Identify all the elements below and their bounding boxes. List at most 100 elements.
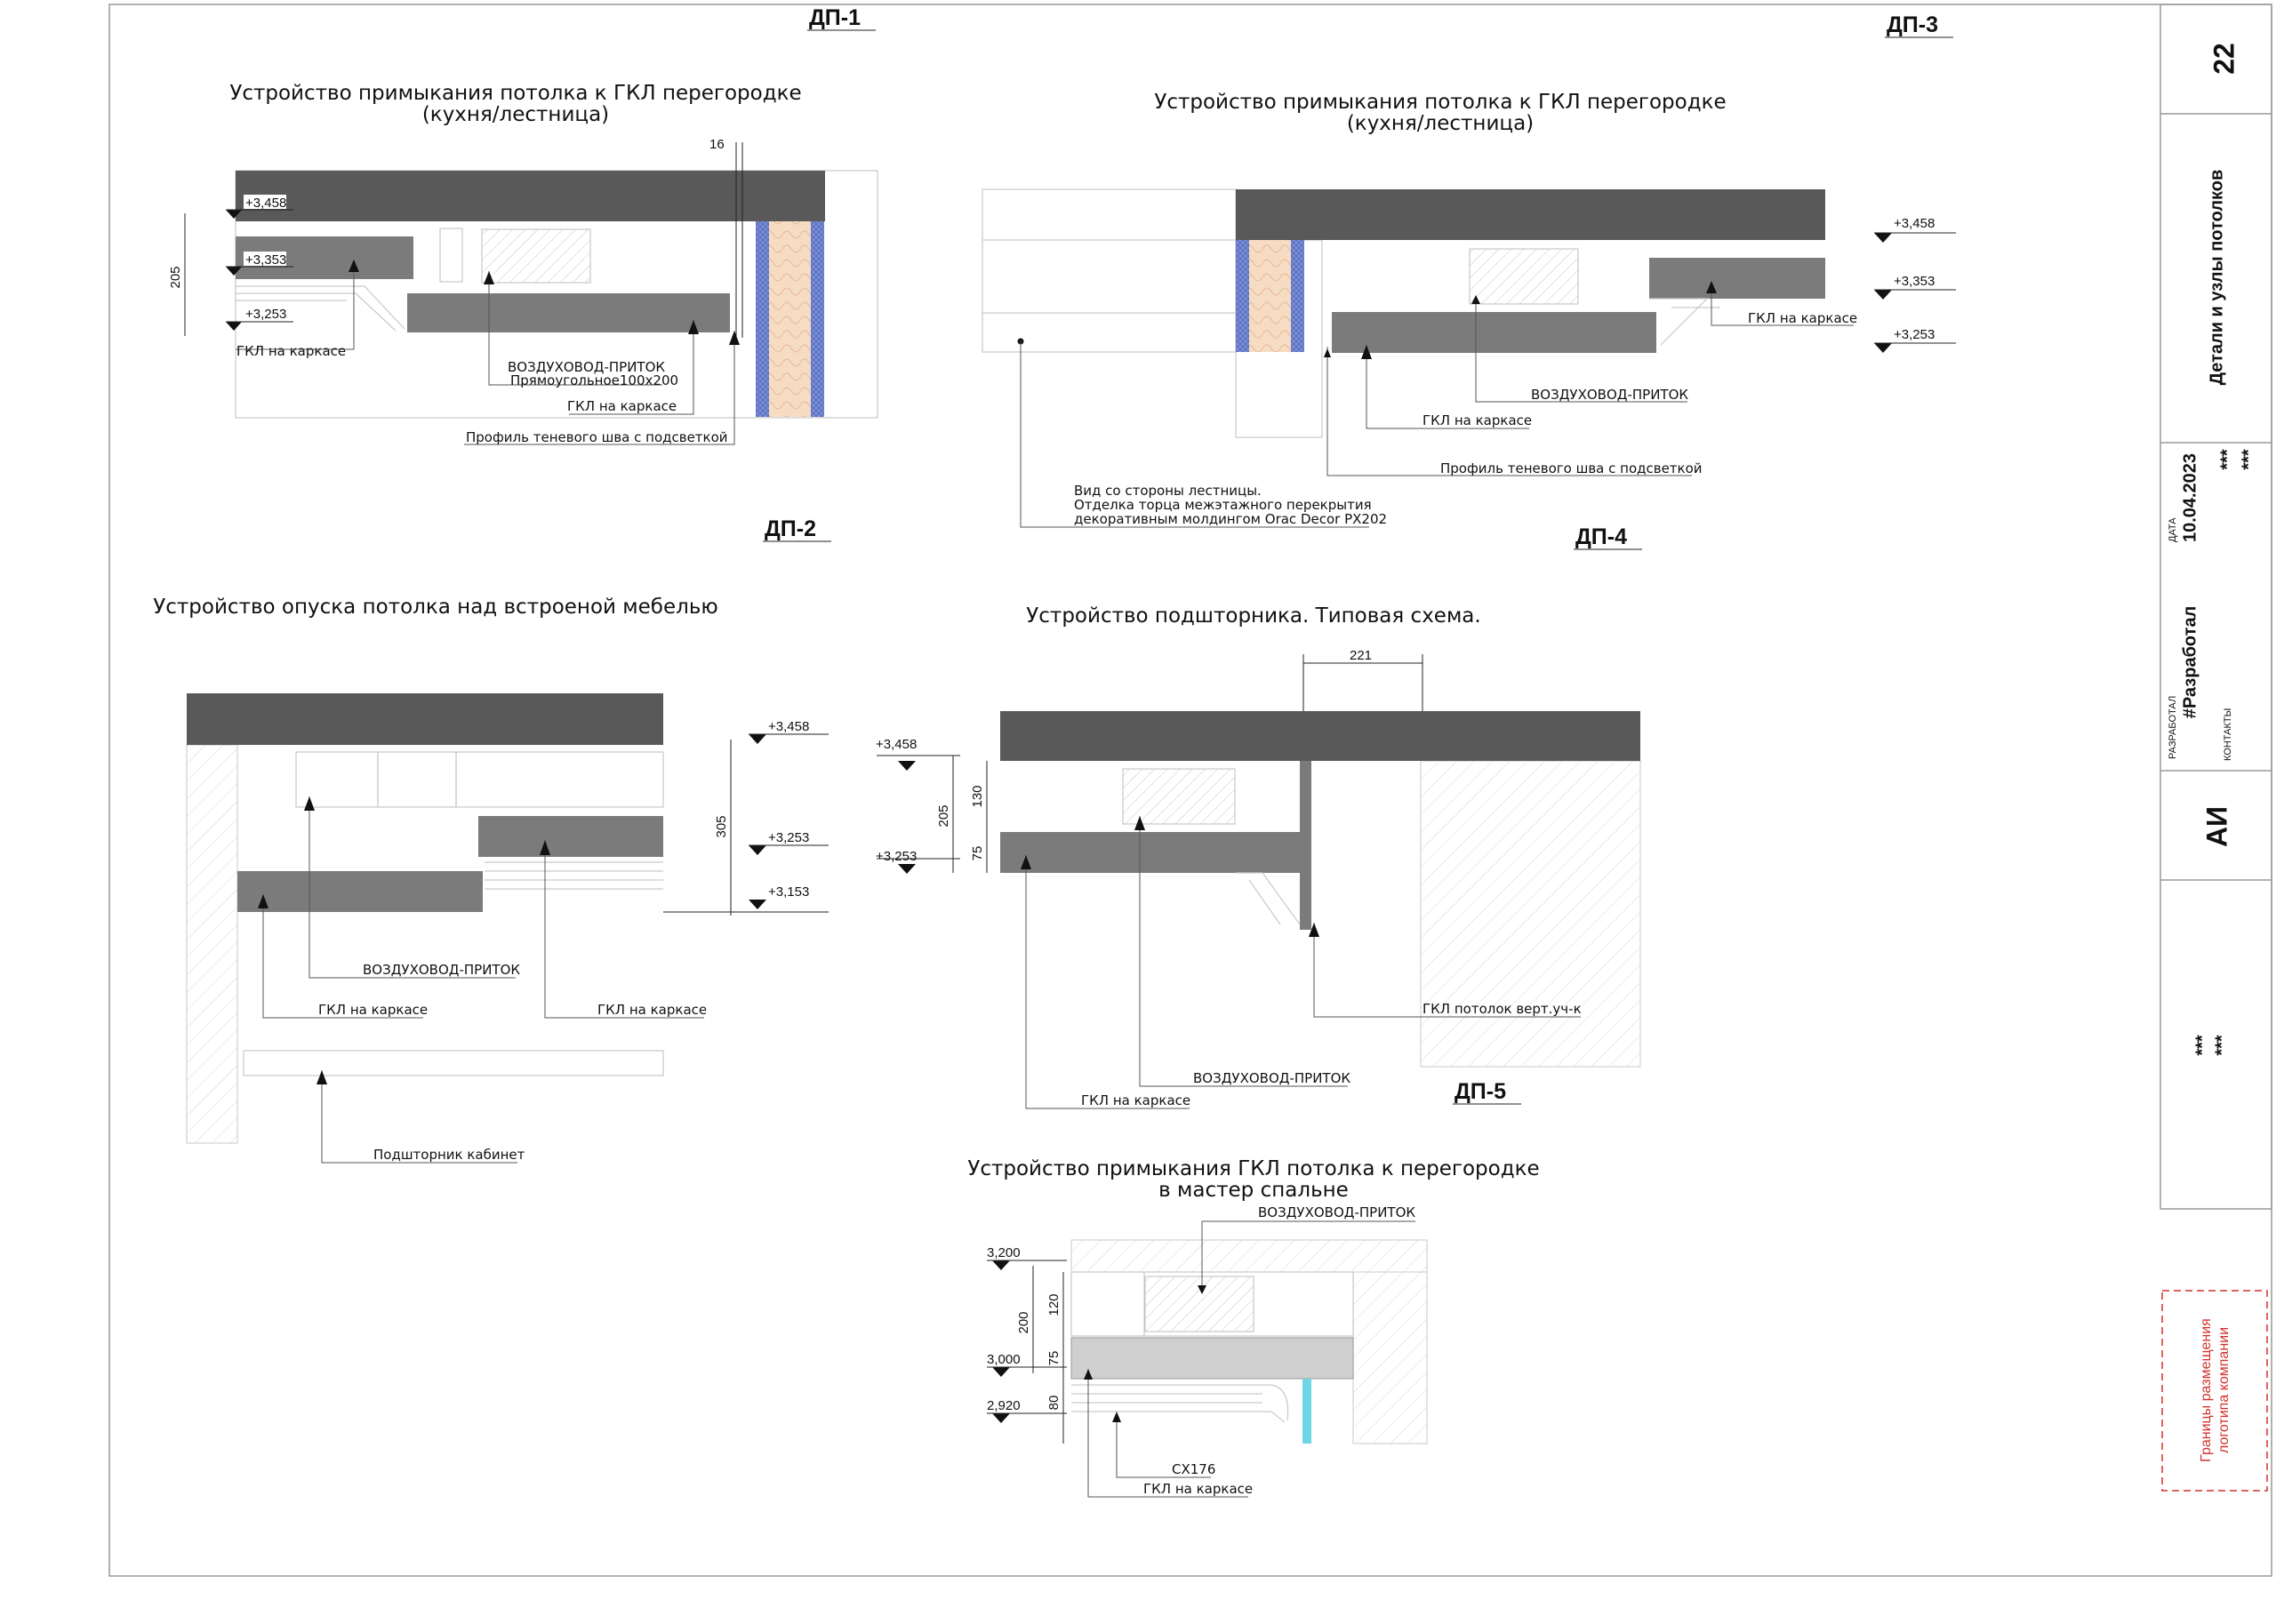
logo-placeholder: [2161, 1290, 2268, 1492]
dp2-note-gkl-1: ГКЛ на каркасе: [318, 1002, 428, 1018]
dp3-duct: [1469, 248, 1579, 305]
dp2-dim-305: 305: [714, 815, 729, 837]
dp1-floor-slab: [236, 171, 825, 221]
dp1-title-line1: Устройство примыкания потолка к ГКЛ пере…: [229, 82, 801, 105]
dp5-duct: [1144, 1276, 1254, 1332]
dp5-note-duct: ВОЗДУХОВОД-ПРИТОК: [1258, 1204, 1415, 1220]
dp5-level-2920: 2,920: [987, 1398, 1021, 1413]
dp4-code: ДП-4: [1575, 524, 1627, 549]
dp4-level-3253: +3,253: [876, 849, 917, 864]
developer-label: РАЗРАБОТАЛ: [2168, 696, 2178, 759]
dp3-note-stair-3: декоративным молдингом Orac Decor PX202: [1074, 511, 1387, 527]
dp3-partition-insulation: [1249, 240, 1291, 352]
dp1-note-gkl-1: ГКЛ на каркасе: [236, 343, 346, 359]
dp5-level-3000: 3,000: [987, 1352, 1021, 1367]
stars-top-2: ***: [2239, 449, 2258, 470]
dp1-duct: [481, 228, 591, 284]
dp2-code: ДП-2: [765, 516, 816, 541]
dp3-floor-slab: [1236, 189, 1825, 240]
dp3-level-3253: +3,253: [1894, 327, 1935, 342]
dp3-note-duct: ВОЗДУХОВОД-ПРИТОК: [1531, 387, 1688, 403]
developer-value: #Разработал: [2180, 606, 2200, 719]
dp3-level-3458: +3,458: [1894, 216, 1935, 231]
logo-line-1: Границы размещения: [2199, 1318, 2214, 1462]
dp4-wall: [1420, 760, 1641, 1068]
dp3-note-stair-2: Отделка торца межэтажного перекрытия: [1074, 497, 1372, 513]
sheet-number: 22: [2208, 43, 2240, 75]
dp4-gkl-vertical: [1300, 761, 1311, 930]
dp1-title-line2: (кухня/лестница): [422, 103, 609, 126]
dp5-gkl: [1070, 1337, 1354, 1380]
dp3-note-profile: Профиль теневого шва с подсветкой: [1440, 460, 1703, 476]
dp3-code: ДП-3: [1887, 12, 1938, 37]
dp5-wall: [1352, 1271, 1428, 1444]
dp5-note-gkl: ГКЛ на каркасе: [1143, 1481, 1253, 1497]
dp2-note-duct: ВОЗДУХОВОД-ПРИТОК: [363, 962, 520, 978]
author-initials: АИ: [2200, 806, 2232, 847]
dp4-dim-130: 130: [970, 785, 985, 807]
dp1-code: ДП-1: [809, 5, 861, 30]
date-value: 10.04.2023: [2180, 453, 2200, 542]
dp1-note-duct: ВОЗДУХОВОД-ПРИТОК: [508, 359, 665, 375]
dp1-dim-205: 205: [168, 266, 183, 288]
dp3-level-3353: +3,353: [1894, 274, 1935, 289]
title-block: 22 Детали и узлы потолков *** *** ДАТА 1…: [2160, 4, 2272, 1492]
dp1-note-gkl-2: ГКЛ на каркасе: [567, 398, 677, 414]
dp5-dim-80: 80: [1046, 1396, 1062, 1411]
dp2-note-curtain: Подшторник кабинет: [373, 1147, 525, 1163]
dp4-level-3458: +3,458: [876, 737, 917, 752]
dp2-floor-slab: [187, 693, 663, 745]
dp3-note-gkl-2: ГКЛ на каркасе: [1422, 412, 1532, 428]
detail-dp5: ДП-5 Устройство примыкания ГКЛ потолка к…: [967, 1079, 1540, 1498]
dp4-dim-75: 75: [970, 846, 985, 861]
dp5-dim-200: 200: [1016, 1311, 1031, 1333]
dp5-dim-75: 75: [1046, 1351, 1062, 1366]
dp3-gkl-upper: [1649, 258, 1825, 299]
sheet-title: Детали и узлы потолков: [2207, 170, 2226, 386]
dp3-partition-board-right: [1291, 240, 1304, 352]
dp5-dim-120: 120: [1046, 1293, 1062, 1316]
dp3-gkl-lower: [1332, 312, 1656, 353]
detail-dp3: ДП-3 Устройство примыкания потолка к ГКЛ…: [982, 12, 1956, 528]
stars-bottom-1: ***: [2192, 1035, 2212, 1056]
dp5-note-cx176: CX176: [1172, 1461, 1215, 1477]
dp3-partition-board-left: [1236, 240, 1249, 352]
dp2-wall: [186, 744, 238, 1144]
dp2-title: Устройство опуска потолка над встроеной …: [153, 596, 718, 619]
dp2-level-3153: +3,153: [768, 884, 809, 900]
dp1-note-profile: Профиль теневого шва с подсветкой: [466, 429, 728, 445]
dp3-note-stair-1: Вид со стороны лестницы.: [1074, 483, 1262, 499]
dp4-dim-205: 205: [936, 804, 951, 827]
stars-top-1: ***: [2217, 449, 2237, 470]
dp1-level-3458: +3,458: [245, 196, 286, 211]
dp3-note-gkl-1: ГКЛ на каркасе: [1748, 310, 1857, 326]
logo-line-2: логотипа компании: [2216, 1327, 2232, 1453]
dp1-level-3353: +3,353: [245, 252, 286, 268]
dp3-title-line2: (кухня/лестница): [1347, 112, 1534, 135]
dp1-partition-board-right: [811, 221, 824, 417]
detail-dp4: ДП-4 Устройство подшторника. Типовая схе…: [876, 524, 1642, 1109]
dp1-dim-16: 16: [709, 137, 725, 152]
dp3-title-line1: Устройство примыкания потолка к ГКЛ пере…: [1154, 91, 1726, 114]
dp4-duct: [1122, 768, 1236, 825]
dp2-gkl-lower: [237, 871, 483, 912]
dp1-note-duct-size: Прямоугольное100х200: [510, 372, 678, 388]
dp5-title-line1: Устройство примыкания ГКЛ потолка к пере…: [967, 1157, 1539, 1180]
detail-dp1: ДП-1 Устройство примыкания потолка к ГКЛ…: [168, 5, 878, 445]
dp4-note-gkl-vert: ГКЛ потолок верт.уч-к: [1422, 1001, 1582, 1017]
dp2-note-gkl-2: ГКЛ на каркасе: [597, 1002, 707, 1018]
dp2-gkl-upper: [478, 816, 663, 857]
dp4-gkl-horizontal: [1000, 832, 1307, 873]
dp4-note-gkl: ГКЛ на каркасе: [1081, 1092, 1190, 1108]
stars-bottom-2: ***: [2212, 1035, 2232, 1056]
dp5-title-line2: в мастер спальне: [1158, 1179, 1349, 1202]
dp5-profile-cyan: [1302, 1379, 1311, 1444]
dp1-partition-board-left: [756, 221, 769, 417]
contacts-label: КОНТАКТЫ: [2223, 708, 2233, 761]
dp5-level-3200: 3,200: [987, 1245, 1021, 1260]
dp1-level-3253: +3,253: [245, 307, 286, 322]
dp1-partition-insulation: [769, 221, 811, 417]
dp4-floor-slab: [1000, 711, 1640, 761]
dp5-code: ДП-5: [1455, 1079, 1506, 1104]
